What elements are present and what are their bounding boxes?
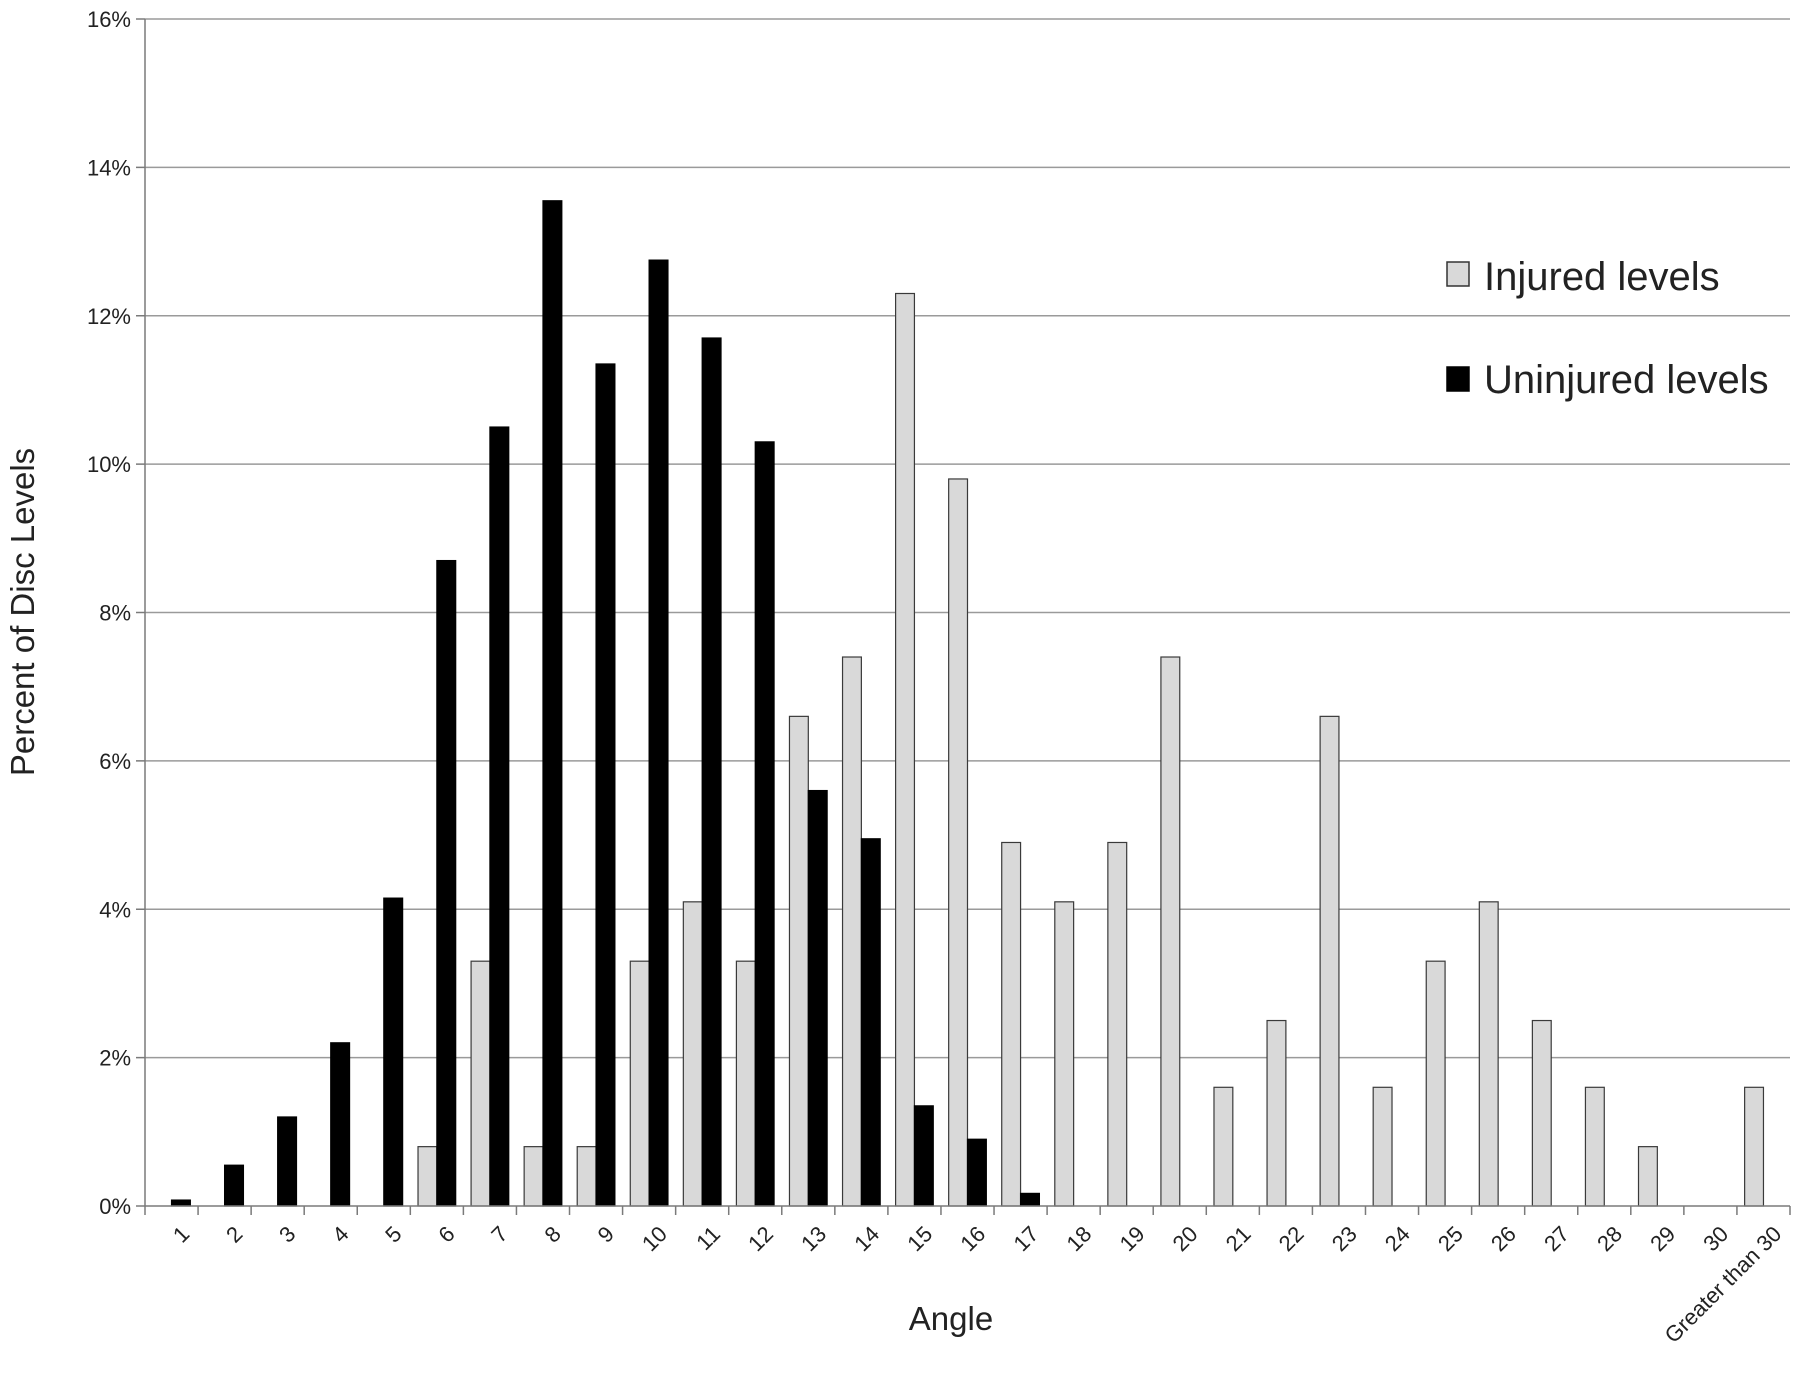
x-tick-label: 13 [796, 1221, 831, 1256]
bar-uninjured [595, 363, 616, 1207]
bar-uninjured [277, 1116, 298, 1207]
x-tick-label: 9 [593, 1221, 619, 1247]
y-tick-label: 12% [87, 304, 131, 329]
y-tick-label: 16% [87, 7, 131, 32]
x-tick-label: 23 [1327, 1221, 1362, 1256]
y-tick-label: 4% [99, 897, 131, 922]
bar-injured [735, 960, 756, 1207]
bar-uninjured [754, 441, 775, 1207]
bar-injured [682, 901, 703, 1207]
bar-uninjured [170, 1199, 191, 1207]
bar-injured [948, 478, 969, 1207]
x-tick-label: 2 [221, 1221, 247, 1247]
bar-uninjured [383, 897, 404, 1207]
bar-uninjured [913, 1105, 934, 1207]
x-tick-label: 18 [1061, 1221, 1096, 1256]
bar-injured [1054, 901, 1075, 1207]
legend-label-injured: Injured levels [1484, 255, 1720, 299]
y-tick-label: 2% [99, 1046, 131, 1071]
x-tick-label: 22 [1274, 1221, 1309, 1256]
legend-swatch-injured [1446, 261, 1470, 287]
x-tick-label: 6 [433, 1221, 459, 1247]
bar-uninjured [701, 337, 722, 1207]
x-tick-label: 17 [1008, 1221, 1043, 1256]
bar-injured [1531, 1019, 1552, 1207]
bar-injured [1319, 715, 1340, 1207]
bar-uninjured [807, 789, 828, 1207]
y-tick-label: 6% [99, 749, 131, 774]
x-tick-label: 4 [327, 1221, 353, 1247]
bar-injured [470, 960, 491, 1207]
bar-injured [1266, 1019, 1287, 1207]
bar-injured [894, 292, 916, 1207]
bar-uninjured [436, 559, 457, 1207]
bar-uninjured [648, 259, 669, 1207]
bar-injured [1160, 656, 1181, 1207]
bar-uninjured [1019, 1192, 1041, 1207]
x-tick-label: 12 [743, 1221, 778, 1256]
y-axis-title: Percent of Disc Levels [4, 448, 41, 776]
bars [170, 200, 1765, 1207]
bar-injured [1478, 901, 1499, 1207]
y-tick-label: 0% [99, 1194, 131, 1219]
bar-injured [576, 1146, 597, 1207]
x-tick-label: 3 [274, 1221, 300, 1247]
bar-injured [1372, 1086, 1393, 1207]
bar-injured [417, 1146, 438, 1207]
x-tick-label: 24 [1380, 1221, 1415, 1256]
x-tick-label: 20 [1168, 1221, 1203, 1256]
bar-uninjured [489, 426, 510, 1207]
axes [136, 18, 1791, 1215]
bar-injured [1213, 1086, 1234, 1207]
x-tick-label: 27 [1539, 1221, 1574, 1256]
x-tick-label: 30 [1698, 1221, 1733, 1256]
bar-injured [1001, 841, 1022, 1207]
bar-injured [841, 656, 862, 1207]
x-tick-label: 1 [168, 1221, 194, 1247]
bar-injured [1637, 1146, 1658, 1207]
legend-swatch-uninjured [1446, 366, 1470, 392]
y-tick-label: 14% [87, 155, 131, 180]
x-tick-label: 10 [637, 1221, 672, 1256]
x-tick-label: 26 [1486, 1221, 1521, 1256]
y-tick-label: 10% [87, 452, 131, 477]
bar-injured [1744, 1086, 1765, 1207]
bar-injured [629, 960, 650, 1207]
y-tick-labels: 0% 2% 4% 6% 8% 10% 12% 14% 16% [87, 7, 131, 1219]
x-tick-label: 14 [849, 1221, 884, 1256]
x-tick-label: 5 [380, 1221, 406, 1247]
x-tick-label: 25 [1433, 1221, 1468, 1256]
x-tick-label: 7 [486, 1221, 512, 1247]
legend-label-uninjured: Uninjured levels [1484, 358, 1769, 402]
y-tick-label: 8% [99, 601, 131, 626]
x-tick-label: 11 [691, 1221, 725, 1255]
x-tick-label: 29 [1645, 1221, 1680, 1256]
x-tick-label: 8 [539, 1221, 565, 1247]
legend: Injured levels Uninjured levels [1446, 255, 1769, 402]
bar-injured [1425, 960, 1446, 1207]
bar-injured [788, 715, 809, 1207]
bar-uninjured [860, 838, 881, 1207]
x-tick-label: 15 [902, 1221, 937, 1256]
bar-injured [523, 1146, 544, 1207]
x-tick-label: 19 [1115, 1221, 1150, 1256]
x-axis-title: Angle [909, 1300, 993, 1337]
bar-uninjured [330, 1042, 351, 1207]
x-tick-label: 28 [1592, 1221, 1627, 1256]
bar-uninjured [223, 1164, 245, 1207]
bar-uninjured [542, 200, 563, 1207]
bar-injured [1584, 1086, 1605, 1207]
bar-uninjured [966, 1138, 987, 1207]
bar-injured [1107, 841, 1128, 1207]
x-tick-label: 16 [955, 1221, 990, 1256]
x-tick-label: 21 [1221, 1221, 1256, 1256]
